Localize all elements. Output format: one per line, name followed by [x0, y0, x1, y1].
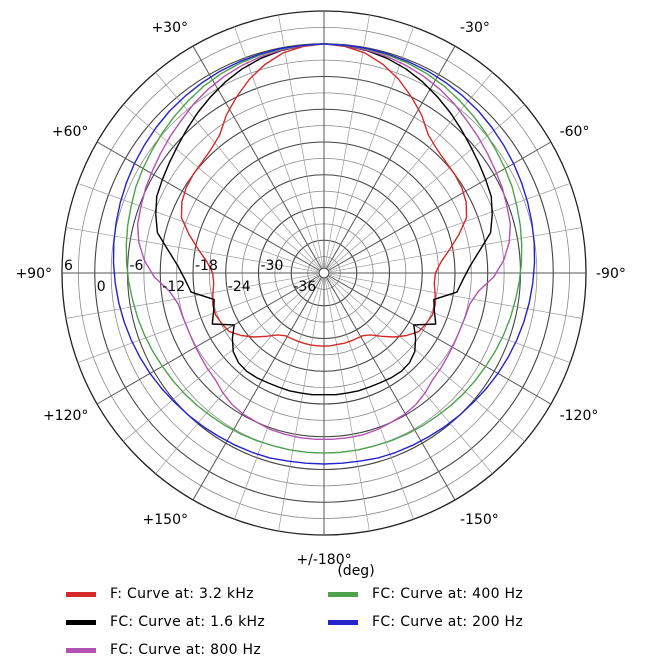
- angle-label: +150°: [143, 512, 188, 528]
- angle-label: +90°: [15, 266, 52, 282]
- grid-spoke: [123, 104, 320, 270]
- grid-spoke: [278, 278, 324, 532]
- legend-item: FC: Curve at: 1.6 kHz: [66, 611, 265, 633]
- angle-label: -60°: [560, 124, 590, 140]
- grid-spoke: [329, 274, 571, 363]
- grid-spoke: [96, 275, 320, 405]
- grid-spoke: [327, 277, 493, 474]
- grid-spoke: [325, 26, 414, 268]
- angle-label: +60°: [52, 124, 89, 140]
- grid-spoke: [65, 227, 319, 273]
- radial-tick-label: -6: [130, 258, 144, 274]
- series-line-3: [136, 43, 511, 440]
- series-line-4: [125, 43, 523, 454]
- polar-grid: [61, 10, 587, 536]
- legend-swatch: [328, 591, 358, 597]
- grid-spoke: [278, 14, 324, 268]
- grid-spoke: [77, 183, 319, 272]
- angle-label: -120°: [560, 408, 599, 424]
- radial-tick-label: -18: [195, 258, 218, 274]
- grid-spoke: [65, 273, 319, 319]
- grid-spoke: [192, 277, 322, 501]
- radial-tick-label: -36: [293, 279, 316, 295]
- legend-label: FC: Curve at: 800 Hz: [110, 642, 262, 658]
- angle-label: +120°: [43, 408, 88, 424]
- grid-spoke: [328, 276, 525, 442]
- legend-label: F: Curve at: 3.2 kHz: [110, 586, 254, 602]
- series-line-5: [112, 43, 536, 465]
- polar-chart: -30° -60° -90° -120° -150° +/-180° +150° +120° +…: [15, 10, 626, 579]
- grid-spoke: [329, 227, 583, 273]
- angle-label: +/-180°: [296, 552, 351, 568]
- grid-spoke: [234, 26, 323, 268]
- grid-spoke: [328, 104, 525, 270]
- grid-spoke: [325, 278, 414, 520]
- grid-spoke: [328, 275, 552, 405]
- legend-item: F: Curve at: 3.2 kHz: [66, 583, 254, 605]
- angle-label: -30°: [460, 20, 490, 36]
- legend-swatch: [328, 619, 358, 625]
- angle-label: -90°: [596, 266, 626, 282]
- radial-tick-label: -24: [228, 279, 251, 295]
- radial-tick-label: -30: [261, 258, 284, 274]
- legend-swatch: [66, 591, 96, 597]
- legend-label: FC: Curve at: 400 Hz: [372, 586, 524, 602]
- angle-label: -150°: [460, 512, 499, 528]
- series-line-2: [155, 43, 493, 396]
- series-layer: [112, 43, 536, 465]
- grid-spoke: [234, 278, 323, 520]
- label-layer: -30° -60° -90° -120° -150° +/-180° +150° +120° +…: [15, 20, 625, 568]
- grid-spoke: [329, 183, 571, 272]
- axis-unit-label: (deg): [337, 563, 374, 579]
- grid-spoke: [155, 72, 321, 269]
- grid-spoke: [327, 72, 493, 269]
- legend-item: FC: Curve at: 800 Hz: [66, 639, 261, 661]
- grid-spoke: [155, 277, 321, 474]
- grid-spoke: [326, 45, 456, 269]
- radial-tick-label: 6: [64, 258, 73, 274]
- radial-tick-label: 0: [97, 279, 106, 295]
- grid-spoke: [123, 276, 320, 442]
- legend-label: FC: Curve at: 1.6 kHz: [110, 614, 265, 630]
- grid-spoke: [192, 45, 322, 269]
- grid-spoke: [329, 273, 583, 319]
- legend-item: FC: Curve at: 200 Hz: [328, 611, 523, 633]
- grid-spoke: [324, 14, 370, 268]
- legend-label: FC: Curve at: 200 Hz: [372, 614, 524, 630]
- radial-tick-label: -12: [162, 279, 185, 295]
- grid-spoke: [77, 274, 319, 363]
- legend: F: Curve at: 3.2 kHz FC: Curve at: 400 Hz…: [66, 583, 586, 661]
- grid-spoke: [324, 278, 370, 532]
- angle-label: +30°: [151, 20, 188, 36]
- series-line-1: [180, 43, 468, 347]
- legend-item: FC: Curve at: 400 Hz: [328, 583, 523, 605]
- legend-swatch: [66, 647, 96, 653]
- grid-spoke: [326, 277, 456, 501]
- legend-swatch: [66, 619, 96, 625]
- center-marker: [318, 267, 330, 279]
